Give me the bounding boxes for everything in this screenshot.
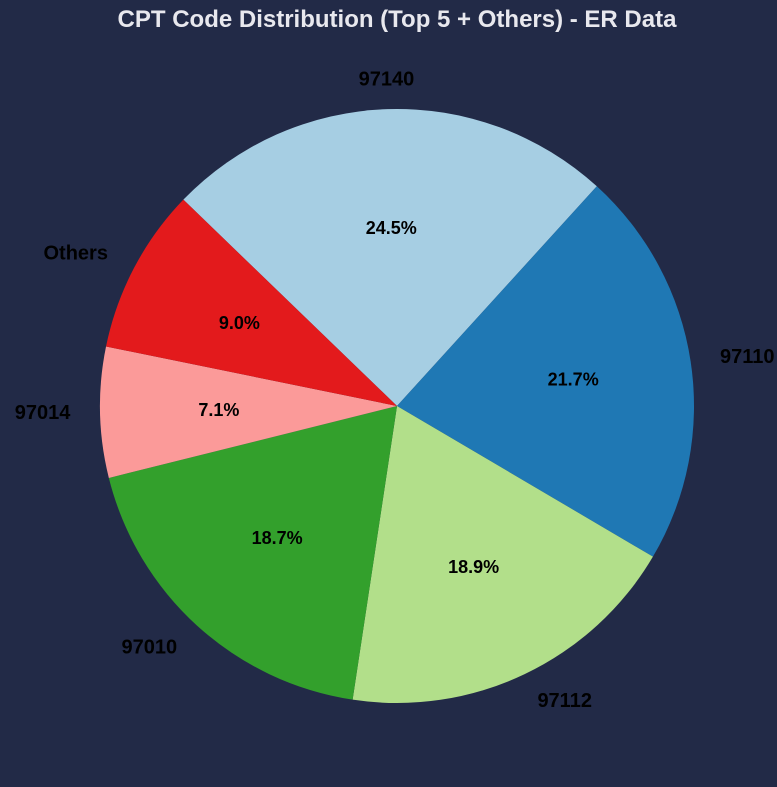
slice-label-97014: 97014: [15, 402, 71, 424]
slice-label-others: Others: [43, 243, 107, 265]
pie-slice-97014: [99, 346, 398, 478]
slice-label-97112: 97112: [537, 690, 592, 712]
pie-slice-others: [106, 199, 397, 406]
pct-label-97112: 18.9%: [448, 557, 499, 577]
pct-label-97140: 24.5%: [366, 218, 417, 238]
pct-label-97014: 7.1%: [198, 400, 239, 420]
pie-slice-97112: [352, 406, 653, 703]
slice-label-97140: 97140: [359, 68, 415, 90]
slice-label-97110: 97110: [720, 346, 775, 368]
chart-title: CPT Code Distribution (Top 5 + Others) -…: [118, 6, 678, 33]
pct-label-others: 9.0%: [219, 313, 260, 333]
pie-slice-97010: [108, 406, 397, 700]
percentage-labels: 24.5% 21.7% 18.9% 18.7% 7.1% 9.0%: [198, 218, 598, 577]
slice-label-97010: 97010: [122, 637, 178, 659]
pct-label-97010: 18.7%: [252, 528, 303, 548]
pie-slice-97140: [183, 109, 597, 407]
pct-label-97110: 21.7%: [548, 369, 599, 389]
pie-slice-97110: [397, 186, 694, 557]
pie-slices: [99, 109, 694, 703]
category-labels: 97140 97110 97112 97010 97014 Others: [15, 68, 775, 712]
